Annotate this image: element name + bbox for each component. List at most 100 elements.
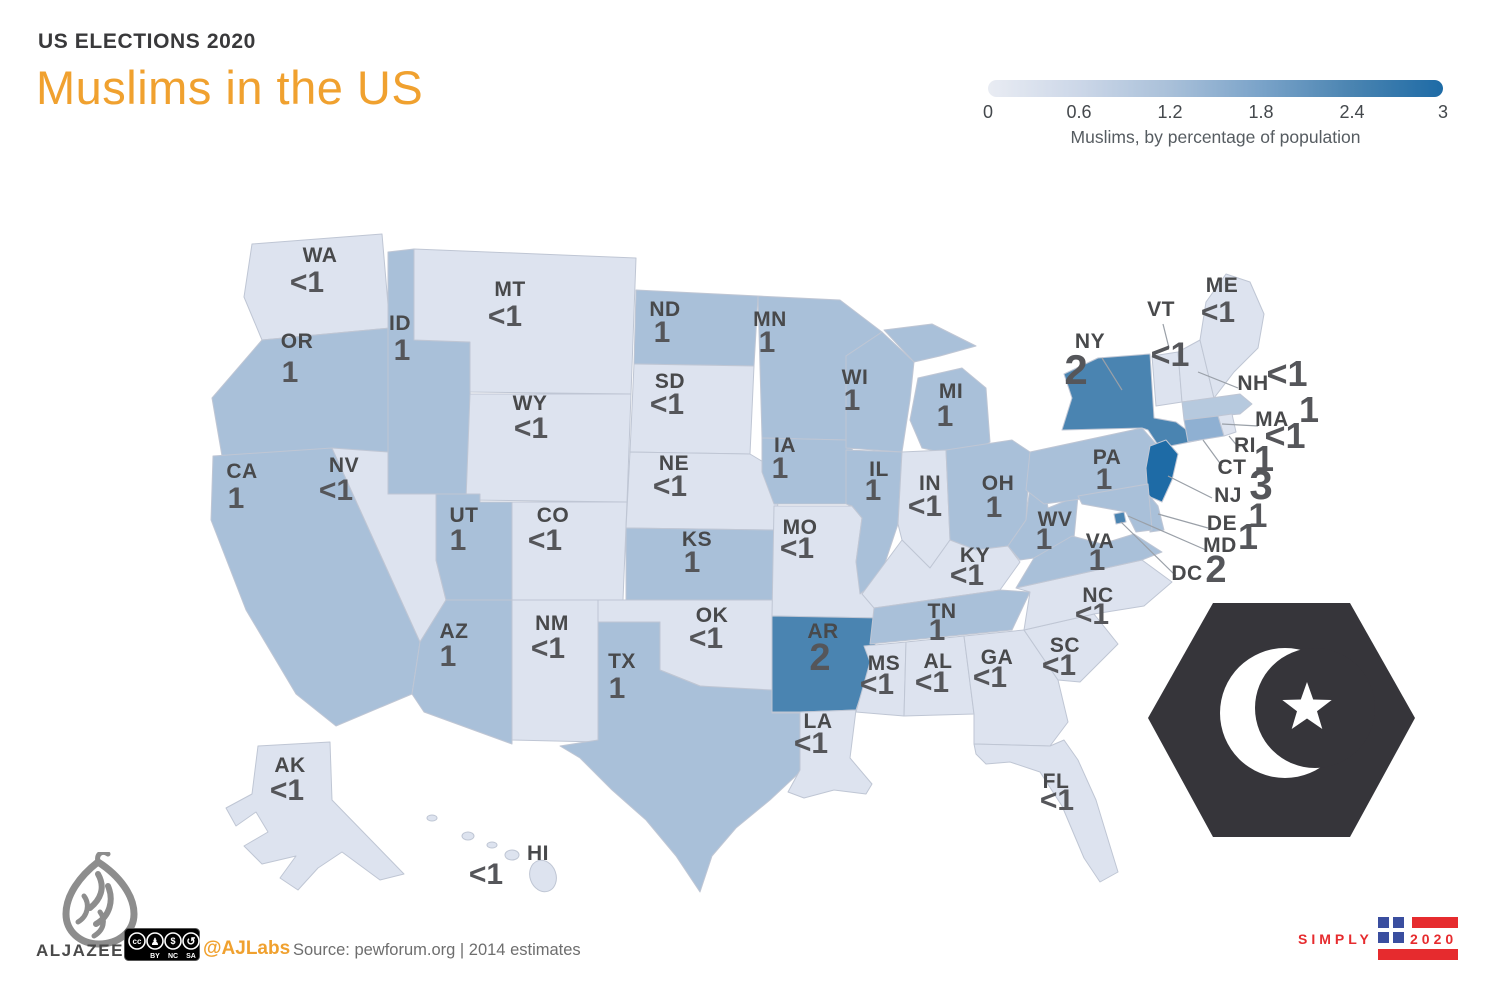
state-MA-abbr: MA — [1255, 408, 1289, 431]
state-PA-abbr: PA — [1093, 446, 1122, 469]
state-NE-value: <1 — [653, 470, 687, 503]
svg-text:$: $ — [170, 936, 175, 946]
legend-tick: 2.4 — [1339, 102, 1365, 122]
state-UT-abbr: UT — [450, 504, 479, 527]
state-OR-abbr: OR — [281, 330, 314, 353]
state-NJ — [1145, 439, 1179, 503]
state-CO-value: <1 — [528, 524, 562, 557]
state-OH-abbr: OH — [982, 472, 1015, 495]
state-FL-abbr: FL — [1043, 770, 1070, 793]
state-MT-abbr: MT — [494, 278, 525, 301]
state-LA — [787, 709, 873, 799]
state-MD-value: 1 — [1238, 516, 1258, 557]
state-MN-value: 1 — [759, 326, 776, 359]
leader-line-NH — [1197, 371, 1239, 389]
state-SD — [629, 363, 755, 455]
legend-tick: 3 — [1437, 102, 1449, 122]
state-WI-abbr: WI — [842, 366, 869, 389]
state-ID-abbr: ID — [389, 312, 411, 335]
state-NY-abbr: NY — [1075, 330, 1105, 353]
state-MD — [1077, 483, 1153, 533]
state-VA-abbr: VA — [1086, 530, 1115, 553]
state-CA-abbr: CA — [226, 460, 257, 483]
state-TX-abbr: TX — [608, 650, 636, 673]
state-GA-abbr: GA — [981, 646, 1014, 669]
state-AR-value: 2 — [809, 637, 830, 679]
state-HI — [504, 849, 520, 861]
state-AL-abbr: AL — [924, 650, 953, 673]
state-NV-value: <1 — [319, 474, 353, 507]
state-CT — [1183, 415, 1225, 443]
state-MS-value: <1 — [860, 668, 894, 701]
state-WY-abbr: WY — [513, 392, 548, 415]
state-WY-value: <1 — [514, 412, 548, 445]
leader-line-DC — [1120, 521, 1177, 577]
state-MT-value: <1 — [488, 300, 522, 333]
legend-tick: 0 — [982, 102, 994, 122]
state-SC-abbr: SC — [1050, 634, 1080, 657]
svg-text:↺: ↺ — [186, 936, 195, 948]
state-NC — [1015, 559, 1173, 631]
leader-line-NY — [1101, 357, 1123, 391]
aljazeera-wordmark: ALJAZEERA — [36, 941, 152, 960]
flag-stripe — [1378, 949, 1458, 960]
state-OK-value: <1 — [689, 622, 723, 655]
state-DC-abbr: DC — [1171, 562, 1202, 585]
state-HI — [486, 841, 498, 849]
state-PA-value: 1 — [1096, 463, 1113, 496]
svg-text:cc: cc — [133, 937, 142, 946]
state-AZ-abbr: AZ — [440, 620, 469, 643]
state-DE-abbr: DE — [1207, 512, 1237, 535]
state-KS-value: 1 — [684, 546, 701, 579]
state-NV-abbr: NV — [329, 454, 359, 477]
state-KY-abbr: KY — [960, 544, 990, 567]
svg-text:BY: BY — [150, 953, 160, 960]
state-OH-value: 1 — [986, 491, 1003, 524]
svg-text:SA: SA — [186, 953, 196, 960]
state-TN-abbr: TN — [928, 600, 957, 623]
state-OR-value: 1 — [282, 356, 299, 389]
state-WV-abbr: WV — [1038, 508, 1073, 531]
state-CT-abbr: CT — [1218, 456, 1247, 479]
state-FL-value: <1 — [1040, 784, 1074, 817]
legend-tick: 1.8 — [1248, 102, 1274, 122]
svg-text:♟: ♟ — [151, 937, 160, 948]
state-ND-value: 1 — [654, 316, 671, 349]
state-VA — [1015, 533, 1163, 589]
state-MI-value: 1 — [937, 400, 954, 433]
state-WA-abbr: WA — [303, 244, 338, 267]
legend-caption: Muslims, by percentage of population — [1070, 127, 1361, 147]
state-DC-value: 2 — [1205, 549, 1226, 591]
state-IN-value: <1 — [908, 490, 942, 523]
legend-gradient-bar — [988, 80, 1443, 97]
state-ME-value: <1 — [1201, 296, 1235, 329]
state-NE — [625, 451, 781, 531]
state-DE-value: 1 — [1249, 497, 1268, 535]
state-NY — [1061, 353, 1201, 449]
page-title: Muslims in the US — [36, 61, 424, 114]
state-CT-value: 1 — [1254, 438, 1274, 479]
state-CA-value: 1 — [228, 482, 245, 515]
state-MD-abbr: MD — [1203, 534, 1237, 557]
state-CO-abbr: CO — [537, 504, 570, 527]
legend: 0 0.6 1.2 1.8 2.4 3 Muslims, by percentage of… — [983, 80, 1448, 148]
leader-line-VT — [1162, 323, 1170, 349]
state-HI — [461, 831, 475, 841]
state-WI — [845, 331, 915, 453]
state-IL-abbr: IL — [869, 458, 889, 481]
aljazeera-logo-icon — [62, 852, 138, 948]
state-AK — [225, 741, 405, 891]
ajlabs-handle: @AJLabs — [203, 938, 291, 959]
flag-square — [1378, 932, 1389, 943]
state-AR-abbr: AR — [807, 620, 838, 643]
legend-ticks: 0 0.6 1.2 1.8 2.4 3 — [983, 102, 1448, 124]
state-MI — [883, 323, 977, 363]
simply-wordmark: SIMPLY — [1298, 931, 1373, 947]
state-NJ-value: 3 — [1249, 461, 1272, 508]
state-NC-value: <1 — [1075, 598, 1109, 631]
state-VT-value: <1 — [1151, 336, 1190, 374]
state-MO-value: <1 — [780, 532, 814, 565]
state-WY — [465, 393, 632, 503]
leader-line-NJ — [1167, 475, 1213, 499]
state-NM-abbr: NM — [535, 612, 569, 635]
